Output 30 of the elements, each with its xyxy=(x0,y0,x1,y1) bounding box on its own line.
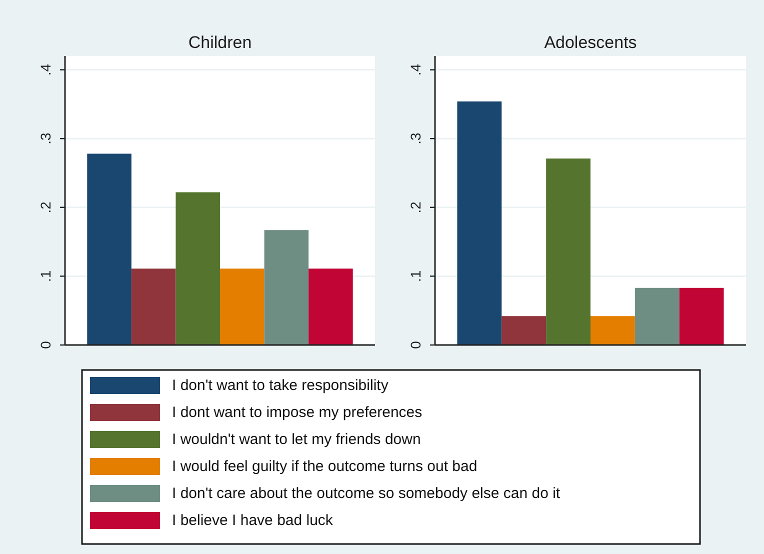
bar xyxy=(502,316,546,345)
bar xyxy=(87,154,132,345)
y-tick-label: .2 xyxy=(408,201,424,214)
bar xyxy=(220,268,264,345)
chart-title: Adolescents xyxy=(544,33,637,52)
y-tick-label: .3 xyxy=(38,132,54,144)
y-tick-label: .4 xyxy=(408,64,424,76)
legend-label: I don't want to take responsibility xyxy=(172,376,389,394)
bar xyxy=(679,288,724,345)
bar xyxy=(457,101,502,345)
bar xyxy=(264,230,309,345)
bar xyxy=(546,158,590,345)
legend-label: I believe I have bad luck xyxy=(172,512,334,529)
y-tick-label: 0 xyxy=(408,340,424,349)
bar xyxy=(590,316,635,345)
y-tick-label: 0 xyxy=(38,340,54,349)
y-tick-label: .3 xyxy=(408,132,424,144)
legend-label: I don't care about the outcome so somebody else can do it xyxy=(172,484,561,502)
bar xyxy=(131,268,176,345)
chart-title: Children xyxy=(188,33,252,52)
legend-label: I dont want to impose my preferences xyxy=(172,404,422,421)
legend-label: I wouldn't want to let my friends down xyxy=(172,430,421,448)
bar xyxy=(634,288,680,345)
y-tick-label: .1 xyxy=(38,270,54,282)
y-tick-label: .2 xyxy=(38,201,54,214)
y-tick-label: .1 xyxy=(408,270,424,282)
y-tick-label: .4 xyxy=(38,64,54,76)
legend-label: I would feel guilty if the outcome turns out bad xyxy=(172,458,478,475)
bar xyxy=(308,268,353,345)
bar xyxy=(176,192,220,345)
